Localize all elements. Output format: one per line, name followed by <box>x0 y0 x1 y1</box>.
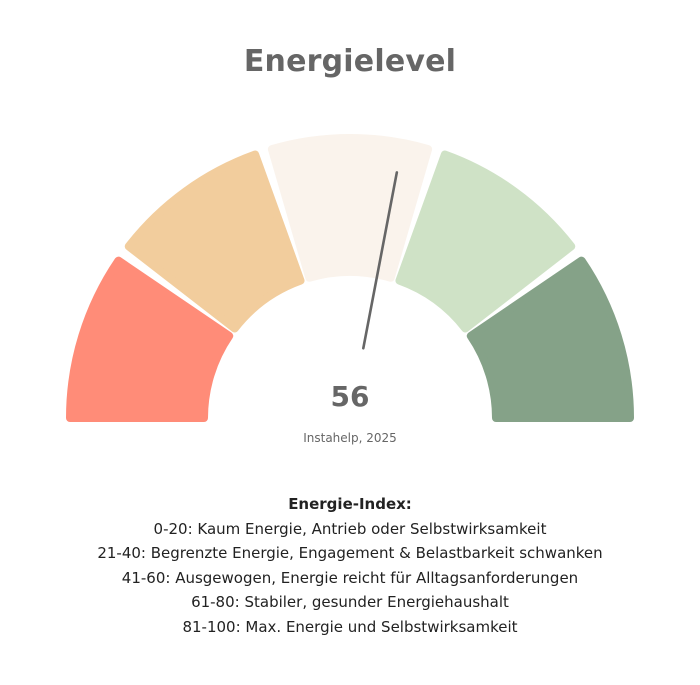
legend-item: 81-100: Max. Energie und Selbstwirksamke… <box>182 617 518 636</box>
gauge-segment-20-40 <box>124 150 305 333</box>
gauge-segments <box>66 134 634 422</box>
gauge-segment-80-100 <box>466 256 634 422</box>
source-label: Instahelp, 2025 <box>303 431 397 445</box>
legend-title: Energie-Index: <box>288 495 412 513</box>
gauge-segment-60-80 <box>395 150 576 333</box>
energy-index-legend: Energie-Index: 0-20: Kaum Energie, Antri… <box>0 492 700 639</box>
gauge-segment-0-20 <box>66 256 234 422</box>
gauge-needle <box>362 171 399 350</box>
needle-layer <box>362 171 399 350</box>
gauge-segment-40-60 <box>267 134 433 282</box>
gauge-value: 56 <box>330 380 370 413</box>
legend-item: 41-60: Ausgewogen, Energie reicht für Al… <box>121 568 579 587</box>
legend-item: 61-80: Stabiler, gesunder Energiehaushal… <box>191 593 509 611</box>
chart-title: Energielevel <box>243 44 457 79</box>
legend-item: 21-40: Begrenzte Energie, Engagement & B… <box>97 544 603 562</box>
legend-item: 0-20: Kaum Energie, Antrieb oder Selbstw… <box>153 519 547 538</box>
